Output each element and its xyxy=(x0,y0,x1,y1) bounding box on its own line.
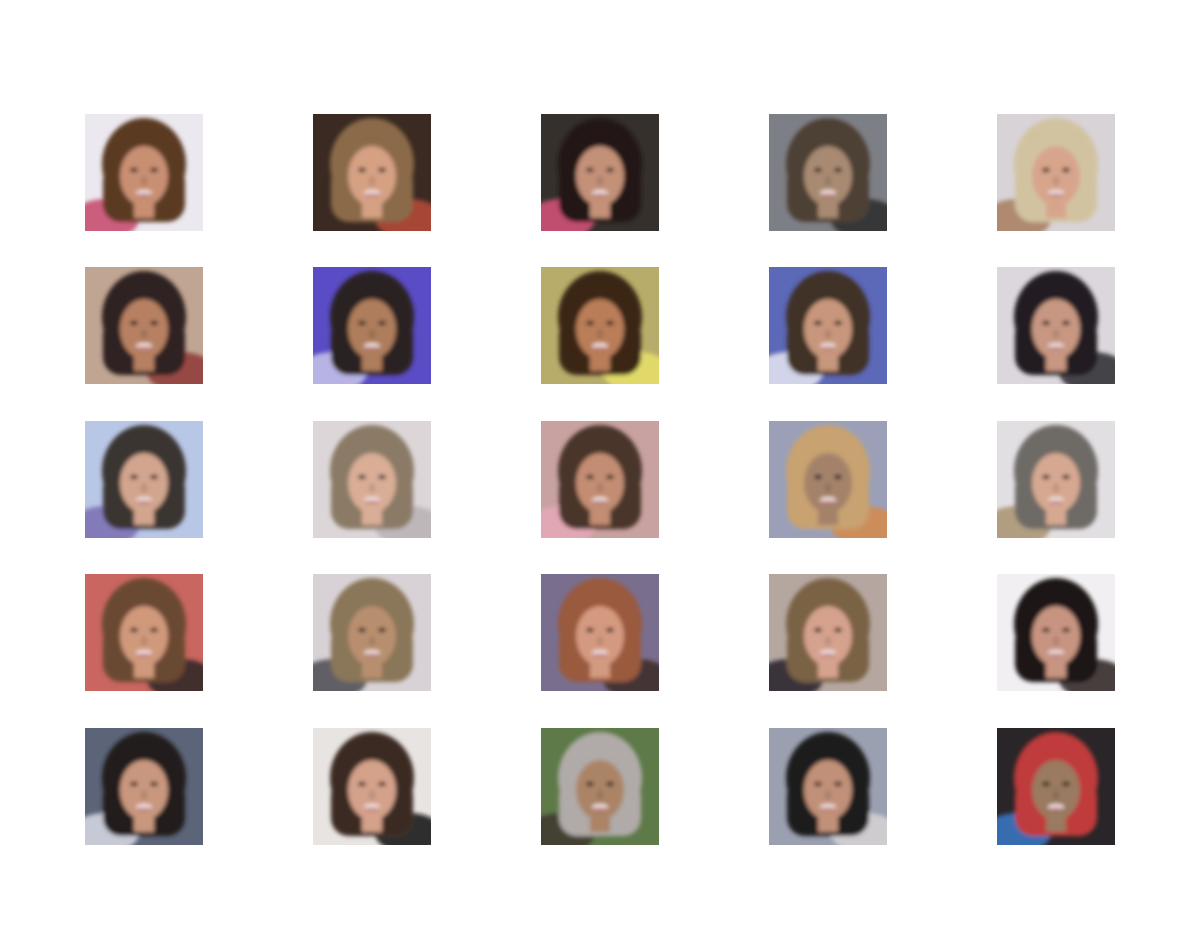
face-sample-2-1 xyxy=(85,267,203,384)
face-sample-5-1 xyxy=(85,728,203,845)
face-sample-2-3 xyxy=(541,267,659,384)
face-sample-5-5 xyxy=(997,728,1115,845)
face-sample-1-2 xyxy=(313,114,431,231)
face-sample-4-5 xyxy=(997,574,1115,691)
face-sample-1-4 xyxy=(769,114,887,231)
face-sample-3-2 xyxy=(313,421,431,538)
face-sample-4-3 xyxy=(541,574,659,691)
face-sample-5-3 xyxy=(541,728,659,845)
face-sample-4-1 xyxy=(85,574,203,691)
face-sample-2-4 xyxy=(769,267,887,384)
face-sample-3-4 xyxy=(769,421,887,538)
face-sample-3-3 xyxy=(541,421,659,538)
face-sample-3-5 xyxy=(997,421,1115,538)
face-sample-1-5 xyxy=(997,114,1115,231)
face-sample-2-5 xyxy=(997,267,1115,384)
face-sample-5-2 xyxy=(313,728,431,845)
face-sample-1-1 xyxy=(85,114,203,231)
face-sample-1-3 xyxy=(541,114,659,231)
face-sample-5-4 xyxy=(769,728,887,845)
face-sample-2-2 xyxy=(313,267,431,384)
face-sample-4-2 xyxy=(313,574,431,691)
face-sample-3-1 xyxy=(85,421,203,538)
face-sample-4-4 xyxy=(769,574,887,691)
